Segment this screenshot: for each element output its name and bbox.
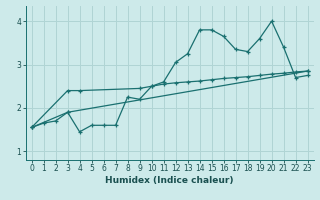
X-axis label: Humidex (Indice chaleur): Humidex (Indice chaleur) (105, 176, 234, 185)
